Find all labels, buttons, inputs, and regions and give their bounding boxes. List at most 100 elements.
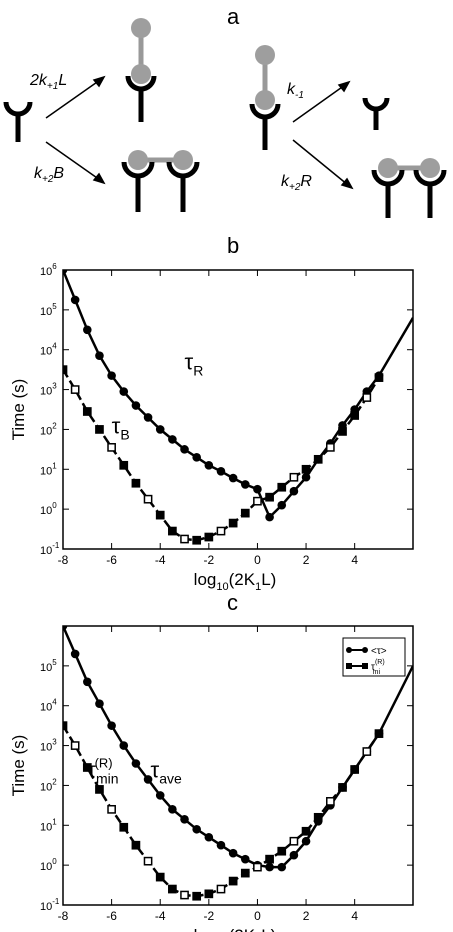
data-point: [70, 741, 80, 750]
data-point: [192, 824, 201, 834]
data-point: [155, 872, 165, 882]
data-point: [95, 425, 104, 434]
data-point: [362, 393, 372, 402]
data-point: [119, 387, 129, 396]
series-circle: [63, 270, 413, 522]
y-tick-label: 101: [40, 817, 57, 833]
x-tick-label: -4: [155, 553, 166, 567]
data-point: [131, 759, 141, 768]
y-tick-label: 103: [40, 738, 57, 754]
data-point: [374, 373, 384, 382]
data-point: [265, 862, 274, 872]
x-tick-label: -6: [106, 553, 117, 567]
data-point: [289, 486, 299, 496]
data-point: [63, 365, 68, 374]
data-point: [216, 884, 226, 894]
data-point: [228, 848, 238, 858]
data-point: [143, 494, 153, 504]
y-axis-label: Time (s): [9, 379, 28, 441]
data-point: [107, 721, 116, 730]
data-point: [180, 534, 189, 544]
series-line: [63, 270, 413, 520]
rate-arrows-left: [45, 75, 106, 185]
data-point: [143, 856, 153, 866]
panel-label-b: b: [227, 233, 239, 258]
plot-frame: [62, 625, 414, 906]
data-point: [326, 797, 335, 806]
x-tick-label: 2: [303, 909, 310, 923]
data-point: [240, 868, 250, 878]
data-point: [301, 472, 311, 482]
x-tick-label: -2: [203, 909, 214, 923]
legend-box: [342, 637, 406, 677]
data-point: [216, 466, 226, 476]
data-point: [240, 854, 250, 864]
annotation: τmin(R): [87, 755, 118, 786]
data-point: [240, 508, 250, 518]
y-tick-label: 102: [40, 777, 57, 793]
series-line: [63, 626, 413, 869]
rate-unbind: k-1: [287, 81, 304, 101]
data-point: [82, 407, 92, 416]
data-point: [240, 480, 250, 489]
data-point: [83, 677, 92, 687]
data-point: [289, 836, 299, 846]
data-point: [119, 460, 129, 470]
data-point: [95, 351, 104, 360]
data-point: [216, 526, 226, 536]
data-point: [350, 411, 360, 420]
series-square: [63, 721, 384, 901]
data-point: [277, 862, 287, 872]
y-tick-label: 106: [40, 262, 57, 278]
rate-bind-ligand: 2k+1L: [29, 72, 67, 92]
x-tick-label: -4: [155, 909, 166, 923]
data-point: [95, 785, 104, 794]
free-receptor: [3, 101, 33, 142]
data-point: [155, 425, 165, 434]
data-point: [277, 846, 287, 856]
data-point: [131, 478, 141, 488]
y-tick-label: 101: [40, 461, 57, 477]
data-point: [289, 472, 299, 482]
data-point: [168, 435, 177, 444]
x-tick-label: 0: [254, 553, 261, 567]
legend-marker: [362, 647, 368, 653]
crosslinked-pair-right: [371, 158, 447, 218]
data-point: [180, 445, 189, 454]
data-point: [192, 453, 201, 462]
data-point: [204, 832, 214, 842]
plot-frame: [62, 269, 414, 550]
data-point: [95, 699, 104, 709]
data-point: [204, 889, 214, 899]
x-axis-label: log10(2K1L): [194, 926, 277, 932]
y-tick-label: 100: [40, 857, 57, 873]
panel-label-c: c: [227, 590, 238, 615]
chart-panel-c: c 10-1 100 101 102 103 104 105 -8 -6 -4 -2 0 2 4 Time (…: [9, 590, 414, 932]
data-point: [119, 822, 129, 832]
legend: <τ> τ(R) mi: [342, 637, 406, 677]
data-point: [265, 492, 274, 502]
receptor-bound-bivalent: [125, 18, 157, 122]
data-point: [204, 461, 214, 470]
y-axis-label: Time (s): [9, 735, 28, 797]
data-point: [180, 890, 189, 900]
data-point: [180, 815, 189, 824]
data-point: [350, 765, 360, 774]
data-point: [168, 526, 177, 536]
data-point: [107, 371, 116, 380]
annotation: τR: [185, 350, 204, 379]
data-point: [83, 325, 92, 335]
rate-arrows-right: [292, 80, 354, 190]
data-point: [338, 783, 347, 792]
x-axis-label: log10(2K1L): [194, 570, 277, 593]
data-point: [289, 850, 299, 860]
data-point: [155, 791, 165, 800]
data-point: [253, 862, 262, 872]
data-point: [107, 443, 116, 452]
data-point: [301, 826, 311, 836]
data-point: [313, 454, 323, 464]
data-point: [253, 496, 262, 506]
y-tick-label: 10-1: [40, 541, 60, 557]
data-point: [374, 729, 384, 738]
